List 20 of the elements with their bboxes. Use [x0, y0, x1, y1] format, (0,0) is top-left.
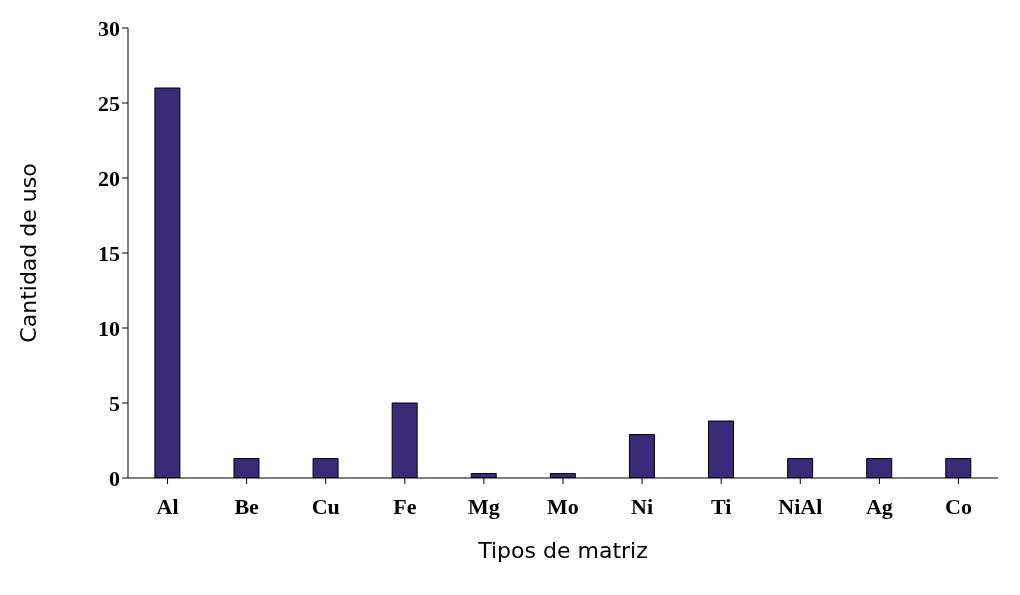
y-tick-label: 15 — [98, 240, 120, 266]
x-tick-label: NiAl — [778, 493, 823, 519]
y-tick-label: 10 — [98, 315, 120, 341]
x-axis-title: Tipos de matriz — [477, 538, 648, 563]
x-tick-label: Co — [945, 493, 972, 519]
x-tick-label: Ag — [865, 493, 893, 519]
x-tick-label: Fe — [393, 493, 417, 519]
x-tick-label: Be — [234, 493, 260, 519]
y-axis-title: Cantidad de uso — [15, 163, 41, 343]
x-tick-label: Ni — [631, 493, 654, 519]
y-tick-label: 30 — [98, 15, 120, 41]
x-tick-label: Mo — [547, 493, 579, 519]
x-tick-label: Cu — [311, 493, 340, 519]
x-tick-label: Mg — [468, 493, 500, 519]
y-tick-label: 5 — [109, 390, 120, 416]
y-tick-label: 25 — [98, 90, 120, 116]
x-tick-label: Ti — [710, 493, 732, 519]
y-tick-label: 0 — [109, 465, 120, 491]
y-tick-label: 20 — [98, 165, 120, 191]
x-tick-label: Al — [156, 493, 179, 519]
